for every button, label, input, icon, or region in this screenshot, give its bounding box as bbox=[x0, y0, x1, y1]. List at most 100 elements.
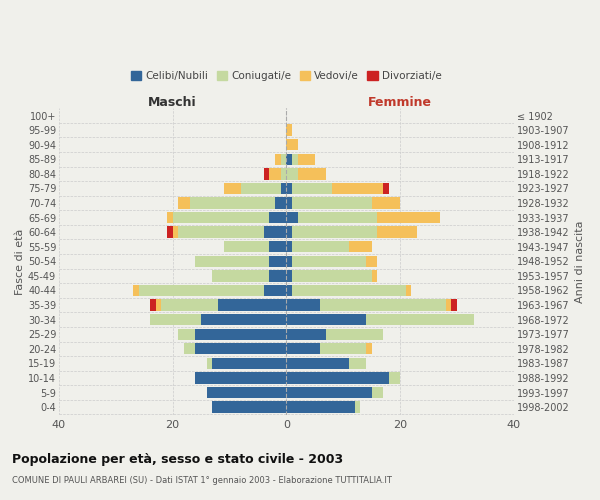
Bar bbox=[269, 270, 286, 281]
Bar bbox=[286, 314, 366, 326]
Bar bbox=[286, 387, 371, 398]
Bar bbox=[383, 183, 389, 194]
Bar bbox=[286, 372, 389, 384]
Bar bbox=[389, 372, 400, 384]
Bar bbox=[298, 168, 326, 179]
Bar bbox=[286, 285, 292, 296]
Bar bbox=[292, 154, 298, 165]
Bar bbox=[292, 270, 371, 281]
Bar bbox=[406, 285, 412, 296]
Legend: Celibi/Nubili, Coniugati/e, Vedovi/e, Divorziati/e: Celibi/Nubili, Coniugati/e, Vedovi/e, Di… bbox=[127, 66, 446, 85]
Bar bbox=[212, 358, 286, 369]
Bar bbox=[377, 212, 440, 224]
Bar bbox=[269, 256, 286, 267]
Bar bbox=[292, 256, 366, 267]
Bar bbox=[275, 198, 286, 208]
Text: Femmine: Femmine bbox=[368, 96, 432, 109]
Bar bbox=[269, 168, 281, 179]
Bar bbox=[263, 226, 286, 238]
Text: Maschi: Maschi bbox=[148, 96, 197, 109]
Bar bbox=[178, 198, 190, 208]
Bar bbox=[320, 343, 366, 354]
Bar bbox=[286, 402, 355, 413]
Bar bbox=[212, 402, 286, 413]
Bar bbox=[207, 387, 286, 398]
Bar bbox=[451, 300, 457, 311]
Bar bbox=[139, 285, 263, 296]
Bar bbox=[298, 154, 315, 165]
Bar bbox=[286, 139, 298, 150]
Bar bbox=[286, 270, 292, 281]
Bar bbox=[269, 212, 286, 224]
Bar bbox=[371, 387, 383, 398]
Bar bbox=[292, 241, 349, 252]
Bar bbox=[275, 154, 281, 165]
Bar bbox=[349, 358, 366, 369]
Bar bbox=[371, 270, 377, 281]
Bar bbox=[269, 241, 286, 252]
Bar bbox=[366, 256, 377, 267]
Bar bbox=[201, 314, 286, 326]
Bar bbox=[207, 358, 212, 369]
Bar bbox=[292, 183, 332, 194]
Bar bbox=[133, 285, 139, 296]
Bar bbox=[286, 328, 326, 340]
Bar bbox=[196, 256, 269, 267]
Bar bbox=[224, 241, 269, 252]
Bar bbox=[286, 300, 320, 311]
Bar bbox=[286, 241, 292, 252]
Bar bbox=[286, 343, 320, 354]
Bar bbox=[196, 372, 286, 384]
Bar bbox=[150, 314, 201, 326]
Bar bbox=[349, 241, 371, 252]
Bar bbox=[196, 343, 286, 354]
Bar bbox=[286, 154, 292, 165]
Bar bbox=[332, 183, 383, 194]
Bar bbox=[263, 168, 269, 179]
Bar bbox=[286, 256, 292, 267]
Bar bbox=[286, 198, 292, 208]
Bar bbox=[190, 198, 275, 208]
Bar bbox=[178, 328, 196, 340]
Bar bbox=[167, 226, 173, 238]
Bar bbox=[326, 328, 383, 340]
Y-axis label: Fasce di età: Fasce di età bbox=[15, 228, 25, 294]
Bar bbox=[263, 285, 286, 296]
Bar bbox=[292, 198, 371, 208]
Bar bbox=[320, 300, 446, 311]
Bar bbox=[281, 183, 286, 194]
Bar bbox=[286, 358, 349, 369]
Bar bbox=[212, 270, 269, 281]
Bar bbox=[281, 154, 286, 165]
Bar bbox=[292, 226, 377, 238]
Bar bbox=[150, 300, 155, 311]
Bar bbox=[167, 212, 173, 224]
Bar bbox=[377, 226, 417, 238]
Bar bbox=[241, 183, 281, 194]
Bar bbox=[366, 314, 474, 326]
Bar bbox=[184, 343, 196, 354]
Bar bbox=[286, 226, 292, 238]
Bar bbox=[292, 285, 406, 296]
Bar bbox=[173, 212, 269, 224]
Bar bbox=[366, 343, 371, 354]
Bar bbox=[371, 198, 400, 208]
Text: Popolazione per età, sesso e stato civile - 2003: Popolazione per età, sesso e stato civil… bbox=[12, 452, 343, 466]
Bar bbox=[446, 300, 451, 311]
Bar bbox=[355, 402, 360, 413]
Bar bbox=[286, 168, 298, 179]
Bar bbox=[178, 226, 263, 238]
Bar bbox=[224, 183, 241, 194]
Bar bbox=[286, 124, 292, 136]
Bar bbox=[196, 328, 286, 340]
Bar bbox=[155, 300, 161, 311]
Bar bbox=[218, 300, 286, 311]
Bar bbox=[281, 168, 286, 179]
Bar bbox=[286, 183, 292, 194]
Bar bbox=[286, 212, 298, 224]
Y-axis label: Anni di nascita: Anni di nascita bbox=[575, 220, 585, 302]
Bar bbox=[173, 226, 178, 238]
Bar bbox=[161, 300, 218, 311]
Text: COMUNE DI PAULI ARBAREI (SU) - Dati ISTAT 1° gennaio 2003 - Elaborazione TUTTITA: COMUNE DI PAULI ARBAREI (SU) - Dati ISTA… bbox=[12, 476, 392, 485]
Bar bbox=[298, 212, 377, 224]
